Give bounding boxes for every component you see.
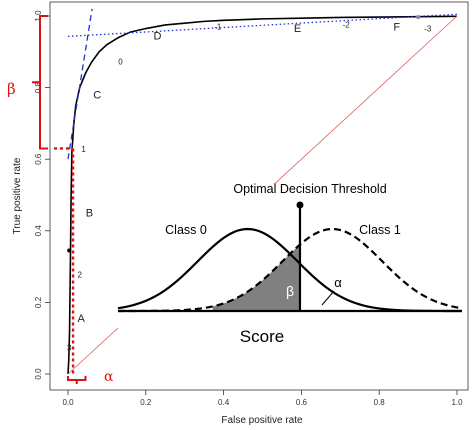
threshold-label: -2	[343, 20, 351, 29]
beta-shaded-area	[212, 244, 300, 311]
x-tick-label: 0.8	[374, 398, 386, 407]
segment-letter-label: F	[393, 21, 400, 33]
segment-letter-label: A	[78, 313, 86, 325]
segment-letter-label: C	[93, 89, 101, 101]
annotations	[32, 15, 87, 384]
x-tick-label: 0.6	[296, 398, 308, 407]
segment-letter-label: B	[86, 207, 93, 219]
x-tick-label: 0.0	[62, 398, 74, 407]
class1-label: Class 1	[359, 223, 401, 237]
threshold-knob	[296, 201, 304, 209]
x-tick-label: 0.4	[218, 398, 230, 407]
y-tick-label: 0.6	[34, 153, 43, 165]
threshold-label: 1	[81, 145, 86, 154]
alpha-pointer	[321, 290, 335, 306]
y-tick-label: 0.0	[34, 368, 43, 380]
tangent-steep-line	[67, 8, 93, 160]
inset-axis-label: Score	[240, 327, 284, 346]
inset-alpha-label: α	[334, 275, 342, 290]
y-tick-label: 0.8	[34, 81, 43, 93]
inset-marks	[117, 201, 463, 313]
curve-point	[67, 248, 72, 253]
class0-label: Class 0	[165, 223, 207, 237]
threshold-label: 3	[67, 344, 72, 353]
series-marks: 3 2 1 0 -1 -2 -3 A B C D E F	[67, 15, 432, 353]
y-axis-label: True positive rate	[12, 157, 23, 234]
segment-letter-label: D	[153, 30, 161, 42]
x-tick-label: 1.0	[451, 398, 463, 407]
threshold-label: 0	[118, 57, 123, 66]
tangent-shallow-line	[67, 13, 458, 38]
inset-beta-label: β	[286, 283, 294, 299]
x-tick-label: 0.2	[140, 398, 152, 407]
y-tick-label: 1.0	[34, 10, 43, 22]
roc-line	[67, 15, 458, 375]
threshold-label: 2	[77, 270, 82, 279]
plot-frame	[49, 1, 469, 391]
threshold-label: -3	[424, 24, 432, 33]
curve-point	[416, 15, 421, 20]
axis-ticks: 0.0 0.2 0.4 0.6 0.8 1.0 0.0 0.2 0.4 0.6 0.8 1.0	[34, 10, 463, 407]
beta-annotation: β	[7, 80, 16, 98]
inset-title: Optimal Decision Threshold	[233, 182, 386, 196]
y-tick-label: 0.2	[34, 296, 43, 308]
threshold-label: -1	[214, 23, 222, 32]
alpha-bracket	[67, 376, 87, 381]
inset-diagram: Optimal Decision Threshold Class 0 Class…	[117, 182, 463, 346]
x-axis-label: False positive rate	[221, 415, 303, 426]
y-tick-label: 0.4	[34, 225, 43, 237]
segment-letter-label: E	[294, 23, 301, 35]
alpha-annotation: α	[104, 369, 114, 385]
